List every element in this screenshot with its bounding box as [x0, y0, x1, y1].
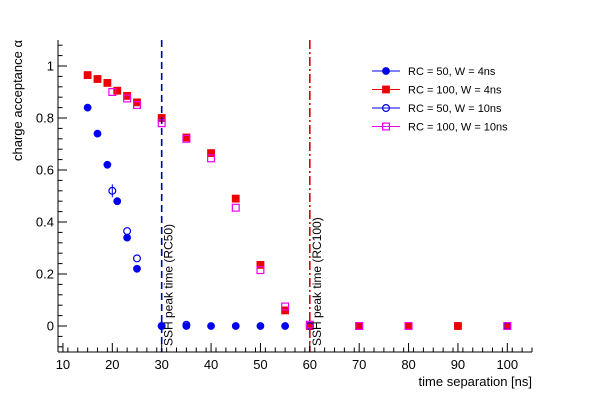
x-tick-label: 80 [401, 357, 415, 372]
data-point [207, 322, 215, 330]
data-point [207, 154, 216, 163]
data-point [256, 322, 265, 330]
data-point [123, 227, 132, 236]
data-point [133, 98, 141, 107]
y-tick-label: 0.8 [36, 111, 54, 126]
legend-marker [382, 122, 391, 131]
y-axis-label: charge acceptance α [10, 40, 25, 161]
data-point [113, 86, 122, 95]
x-tick-label: 50 [253, 357, 267, 372]
data-point [256, 261, 265, 269]
legend-entry: RC = 50, W = 4ns [408, 66, 496, 78]
data-point [182, 320, 191, 329]
data-point [404, 322, 413, 331]
data-point [113, 197, 122, 206]
x-tick-label: 10 [56, 357, 70, 372]
data-point [83, 71, 92, 79]
peak-time-label: SSH peak time (RC50) [162, 224, 176, 346]
x-tick-label: 90 [451, 357, 465, 372]
legend-marker [382, 67, 390, 75]
y-tick-label: 0.6 [36, 163, 54, 178]
data-point [281, 302, 290, 311]
data-point [108, 186, 117, 195]
y-tick-label: 1 [47, 59, 54, 74]
data-point [503, 322, 512, 331]
data-point [93, 129, 102, 138]
data-point [103, 79, 112, 87]
data-point [123, 92, 132, 100]
legend-entry: RC = 50, W = 10ns [408, 103, 502, 115]
legend-entry: RC = 100, W = 4ns [408, 85, 502, 97]
data-point [355, 322, 364, 331]
x-tick-label: 100 [496, 357, 518, 372]
x-tick-label: 60 [303, 357, 317, 372]
data-point [133, 100, 142, 109]
data-point [83, 103, 92, 112]
axes: 10 20 30 40 50 60 70 80 90 100 0 0.2 0.4 0.6 0.8 1 [36, 40, 533, 372]
legend-entry: RC = 100, W = 10ns [408, 122, 508, 134]
data-point [355, 322, 364, 330]
y-tick-label: 0.2 [36, 267, 54, 282]
y-tick-label: 0.4 [36, 215, 54, 230]
legend-marker [382, 103, 391, 112]
data-point [93, 75, 102, 83]
data-point [103, 160, 112, 169]
data-point [182, 134, 191, 143]
x-tick-label: 40 [204, 357, 218, 372]
data-point [133, 254, 142, 263]
series-group [108, 87, 512, 331]
peak-time-label: SSH peak time (RC100) [310, 217, 324, 346]
x-tick-label: 20 [105, 357, 119, 372]
data-point [231, 194, 240, 203]
data-point [256, 266, 265, 275]
x-tick-label: 70 [352, 357, 366, 372]
legend: RC = 50, W = 4ns RC = 100, W = 4ns RC = 50… [372, 66, 508, 134]
data-point [454, 322, 462, 330]
x-axis-label: time separation [ns] [419, 374, 532, 389]
data-point [231, 203, 240, 212]
data-point [108, 87, 117, 96]
reference-lines: SSH peak time (RC50) SSH peak time (RC100… [160, 40, 324, 352]
x-tick-label: 30 [154, 357, 168, 372]
data-point [281, 322, 290, 330]
data-point [133, 264, 141, 273]
legend-marker [382, 85, 390, 94]
y-tick-label: 0 [47, 319, 54, 334]
data-point [231, 322, 240, 330]
data-point [123, 94, 132, 103]
series-group [83, 103, 512, 330]
data-point [404, 322, 413, 330]
data-point [123, 233, 132, 242]
data-point [305, 320, 314, 329]
data-point [207, 149, 215, 157]
